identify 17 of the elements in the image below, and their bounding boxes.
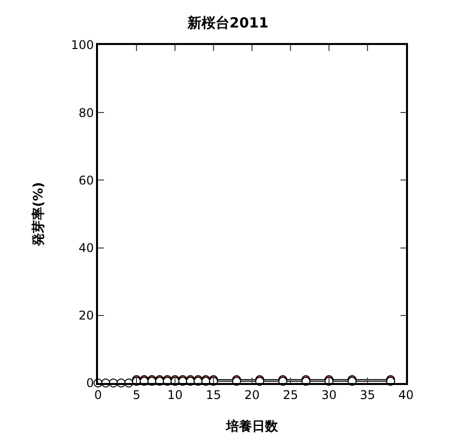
chart-title: 新桜台2011 (186, 14, 268, 32)
y-tick-label: 40 (78, 241, 94, 255)
y-tick-label: 60 (78, 173, 94, 188)
x-tick-label: 5 (132, 388, 140, 402)
y-tick-label: 0 (86, 376, 94, 390)
x-tick-label: 35 (360, 388, 376, 402)
y-axis-title: 発芽率(%) (30, 182, 46, 247)
x-tick-label: 20 (244, 388, 260, 402)
x-axis-title: 培養日数 (225, 418, 279, 434)
y-tick-label: 100 (70, 38, 94, 52)
x-tick-label: 15 (206, 388, 222, 402)
x-tick-label: 25 (282, 388, 298, 402)
x-tick-label: 10 (167, 388, 183, 402)
x-tick-label: 40 (398, 388, 414, 402)
y-tick-label: 80 (78, 106, 94, 120)
y-tick-label: 20 (78, 308, 94, 323)
x-tick-label: 30 (321, 388, 337, 402)
